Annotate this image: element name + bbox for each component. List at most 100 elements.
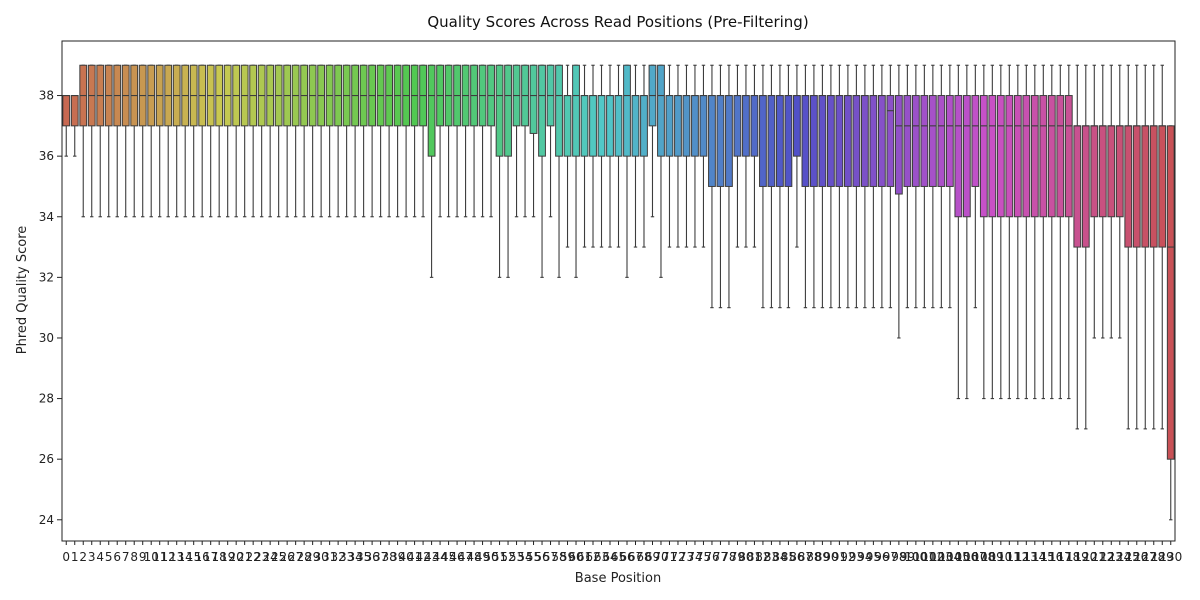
box-iqr [657, 64, 665, 157]
x-tick-label: 119 [1066, 550, 1089, 564]
box-14 [181, 64, 190, 218]
x-tick-label: 126 [1125, 550, 1148, 564]
chart-title: Quality Scores Across Read Positions (Pr… [427, 13, 808, 31]
box-99 [903, 64, 912, 309]
box-iqr [699, 95, 708, 157]
x-tick-label: 106 [955, 550, 978, 564]
x-tick-label: 36 [364, 550, 379, 564]
x-tick-label: 28 [297, 550, 312, 564]
x-tick-label: 0 [62, 550, 70, 564]
box-iqr [1047, 95, 1056, 218]
x-tick-label: 82 [755, 550, 770, 564]
box-72 [674, 64, 682, 248]
x-tick-label: 42 [415, 550, 430, 564]
box-iqr [945, 95, 954, 187]
box-iqr [674, 95, 682, 157]
box-68 [640, 64, 648, 248]
x-tick-label: 110 [989, 550, 1012, 564]
box-58 [555, 64, 563, 278]
box-52 [504, 64, 512, 278]
x-tick-label: 79 [730, 550, 745, 564]
x-tick-label: 84 [772, 550, 787, 564]
box-37 [376, 64, 385, 218]
box-32 [334, 64, 343, 218]
box-76 [708, 64, 716, 309]
plot-frame [61, 40, 1176, 542]
x-tick-label: 78 [721, 550, 736, 564]
x-tick-label: 81 [747, 550, 762, 564]
x-tick-label: 108 [972, 550, 995, 564]
x-tick-label: 89 [815, 550, 830, 564]
x-tick-label: 62 [585, 550, 600, 564]
x-tick-label: 11 [152, 550, 167, 564]
x-tick-label: 124 [1108, 550, 1131, 564]
box-12 [164, 64, 173, 218]
box-iqr [640, 95, 648, 157]
x-tick-label: 30 [313, 550, 328, 564]
x-tick-label: 69 [645, 550, 660, 564]
box-iqr [742, 95, 750, 157]
box-8 [130, 64, 139, 218]
box-71 [665, 64, 674, 248]
box-73 [682, 64, 691, 248]
box-15 [189, 64, 198, 218]
box-6 [113, 64, 122, 218]
x-tick-label: 130 [1159, 550, 1182, 564]
box-113 [1022, 64, 1031, 400]
box-27 [291, 64, 300, 218]
box-80 [742, 64, 750, 248]
box-iqr [1081, 125, 1090, 248]
x-tick-label: 12 [161, 550, 176, 564]
box-iqr [691, 95, 699, 157]
box-iqr [1124, 125, 1133, 248]
box-24 [266, 64, 275, 218]
box-29 [308, 64, 317, 218]
x-tick-label: 76 [704, 550, 719, 564]
box-31 [325, 64, 334, 218]
box-97 [886, 64, 895, 309]
box-iqr [1098, 125, 1107, 218]
box-2 [79, 64, 88, 218]
box-iqr [1166, 125, 1175, 460]
box-16 [198, 64, 207, 218]
x-tick-label: 43 [424, 550, 439, 564]
x-tick-label: 34 [347, 550, 362, 564]
box-iqr [70, 95, 79, 127]
box-125 [1124, 64, 1133, 430]
box-iqr [801, 95, 810, 187]
x-tick-label: 109 [981, 550, 1004, 564]
box-iqr [1158, 125, 1167, 248]
box-iqr [920, 95, 929, 187]
box-iqr [529, 64, 538, 134]
x-tick-label: 101 [913, 550, 936, 564]
x-tick-label: 46 [449, 550, 464, 564]
box-77 [716, 64, 725, 309]
x-tick-label: 74 [687, 550, 702, 564]
box-61 [580, 64, 589, 248]
x-tick-label: 52 [500, 550, 515, 564]
box-74 [691, 64, 699, 248]
box-129 [1158, 64, 1167, 430]
box-iqr [988, 95, 997, 218]
box-34 [351, 64, 360, 218]
x-tick-label: 33 [339, 550, 354, 564]
box-90 [827, 64, 835, 309]
x-tick-label: 64 [602, 550, 617, 564]
x-tick-label: 47 [458, 550, 473, 564]
box-62 [589, 64, 597, 248]
box-45 [444, 64, 453, 218]
x-tick-label: 8 [130, 550, 138, 564]
box-69 [648, 64, 657, 218]
x-tick-label: 107 [964, 550, 987, 564]
x-tick-label: 58 [551, 550, 566, 564]
box-98 [894, 64, 903, 339]
x-tick-label: 53 [509, 550, 524, 564]
box-42 [419, 64, 427, 218]
box-47 [461, 64, 470, 218]
box-121 [1090, 64, 1099, 339]
x-tick-label: 15 [186, 550, 201, 564]
box-4 [96, 64, 105, 218]
box-iqr [793, 95, 801, 157]
box-124 [1115, 64, 1124, 339]
box-iqr [623, 64, 631, 157]
